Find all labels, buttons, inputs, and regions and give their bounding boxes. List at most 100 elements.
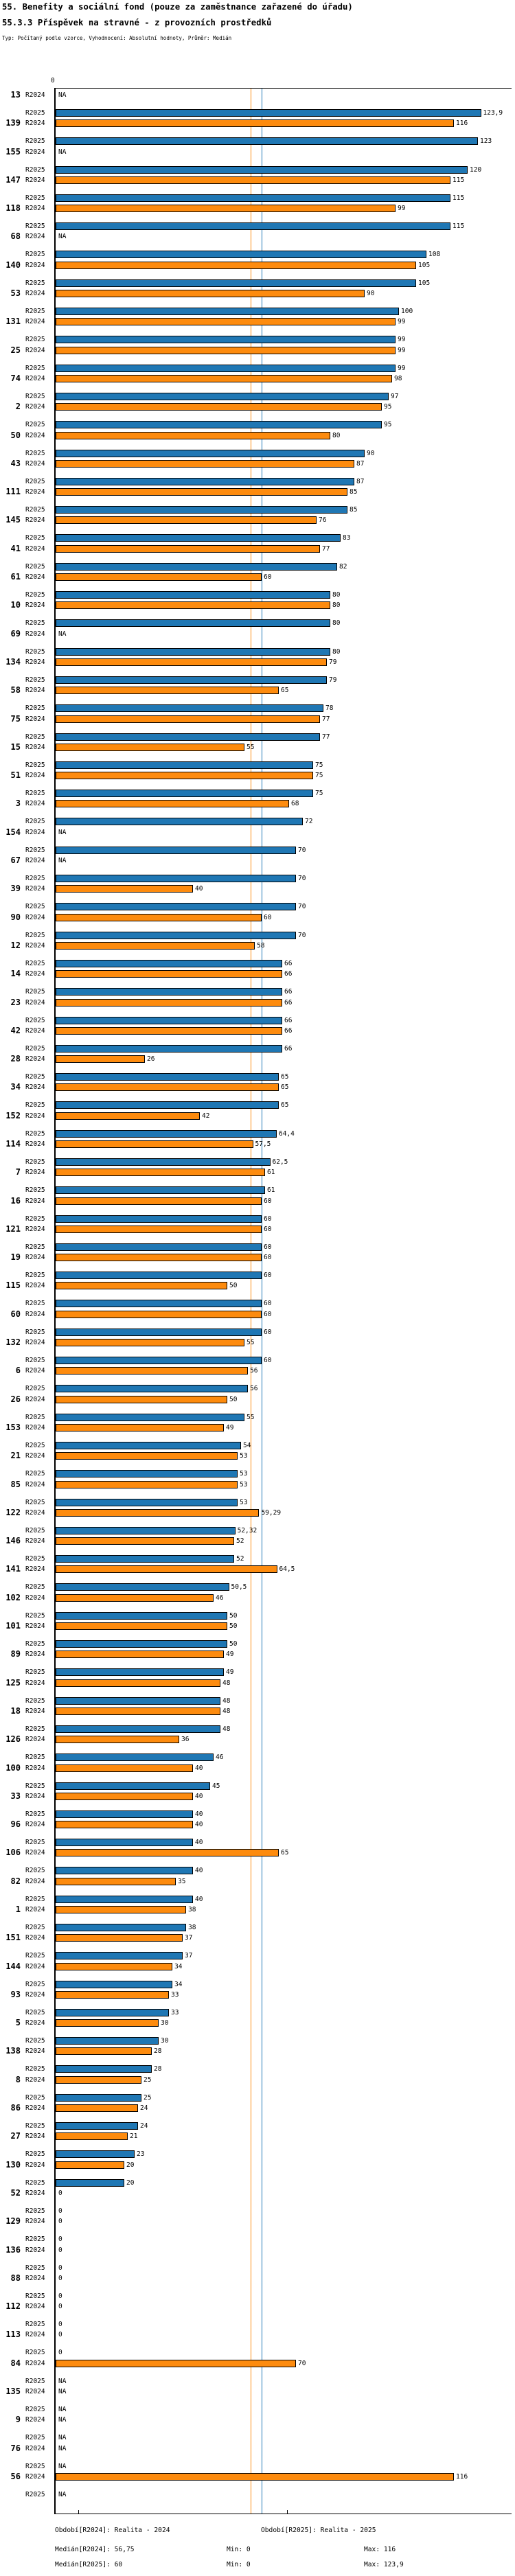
bar-row-r2024: 147 R2024 115 [0,175,515,185]
bar-value-label: 70 [298,2359,306,2367]
bar-group: 61 R2024 60 R2025 80 [0,573,515,599]
bottom-axis-tick [78,2510,79,2514]
bar-groups-container: 13 R2024 NA R2025 123,9 139 R2024 116 R2025 123 15… [0,91,515,2500]
office-id-label: 112 [5,2301,21,2312]
bar-group: 85 R2024 53 R2025 53 [0,1480,515,1506]
bar-row-r2024: 89 R2024 49 [0,1650,515,1659]
bar-value-label: 49 [226,1423,234,1431]
plot-area: 70 [56,874,515,883]
series-label-r2024: R2024 [25,176,45,184]
bar-row-r2025: R2025 80 [0,647,515,656]
series-label-r2025: R2025 [25,704,45,713]
plot-area: 72 [56,817,515,826]
bar-row-r2024: 111 R2024 85 [0,487,515,496]
bar-value-label: 36 [181,1736,190,1744]
plot-area: 95 [56,402,515,411]
office-id-label: 155 [5,146,21,157]
bar-r2025 [56,2065,152,2073]
bar-group: 147 R2024 115 R2025 115 [0,175,515,202]
office-id-label: 82 [10,1876,21,1886]
bar-row-r2024: 140 R2024 105 [0,260,515,270]
bar-r2025 [56,308,399,316]
office-id-label: 6 [15,1366,21,1376]
bar-row-r2025: R2025 105 [0,279,515,288]
bar-value-label: 60 [264,1357,272,1365]
bar-r2024 [56,2019,159,2027]
zero-value-label: 0 [58,2264,62,2272]
plot-area: 99 [56,204,515,213]
plot-area: 40 [56,1820,515,1829]
bar-row-r2025: R2025 95 [0,420,515,429]
series-label-r2024: R2024 [25,800,45,808]
bar-r2024 [56,885,193,893]
bar-row-r2025: R2025 37 [0,1951,515,1960]
bar-group: 136 R2024 0 R2025 0 [0,2245,515,2272]
y-axis-line [54,88,56,2514]
bar-r2025 [56,1328,262,1336]
series-label-r2024: R2024 [25,318,45,326]
office-id-label: 102 [5,1592,21,1602]
office-id-label: 27 [10,2131,21,2141]
plot-area: 49 [56,1423,515,1432]
bar-value-label: 40 [195,1764,203,1772]
plot-area: 0 [56,2264,515,2273]
bar-row-r2025: R2025 61 [0,1186,515,1195]
series-label-r2024: R2024 [25,1282,45,1290]
plot-area: 0 [56,2189,515,2198]
plot-area: 62,5 [56,1158,515,1166]
series-label-r2025: R2025 [25,308,45,316]
bar-r2025 [56,506,347,514]
plot-area: 30 [56,2019,515,2027]
plot-area: 60 [56,1328,515,1337]
bar-r2025 [56,1044,282,1053]
bar-group: 43 R2024 87 R2025 87 [0,459,515,485]
bar-value-label: 70 [298,846,306,854]
bar-row-r2025: R2025 34 [0,1980,515,1989]
bar-value-label: 66 [284,988,293,996]
series-label-r2024: R2024 [25,2303,45,2311]
bar-group: 115 R2024 50 R2025 60 [0,1281,515,1308]
plot-area: 65 [56,686,515,695]
series-label-r2024: R2024 [25,1452,45,1460]
bar-r2025 [56,392,389,400]
series-label-r2024: R2024 [25,1736,45,1744]
bar-value-label: 66 [284,998,293,1007]
series-label-r2024: R2024 [25,970,45,978]
bar-row-r2024: 135 R2024 NA [0,2387,515,2396]
office-id-label: 151 [5,1933,21,1943]
office-id-label: 1 [15,1905,21,1914]
bar-row-r2025: R2025 66 [0,959,515,968]
office-id-label: 9 [15,2415,21,2425]
plot-area: 38 [56,1905,515,1914]
bar-value-label: 80 [332,431,341,439]
bar-value-label: 24 [140,2122,148,2130]
plot-area: 120 [56,165,515,174]
series-label-r2024: R2024 [25,2416,45,2424]
office-id-label: 7 [15,1167,21,1177]
bar-value-label: 55 [247,1413,255,1421]
office-id-label: 132 [5,1337,21,1348]
plot-area: 52,32 [56,1526,515,1535]
bar-r2024 [56,1962,172,1970]
bar-row-r2024: 2 R2024 95 [0,402,515,411]
bar-value-label: 79 [329,676,337,684]
bar-value-label: 116 [456,119,468,128]
x-axis-zero-tick-label: 0 [51,77,55,84]
bar-group: 86 R2024 24 R2025 24 [0,2104,515,2130]
bar-group: 132 R2024 55 R2025 60 [0,1337,515,1365]
bar-group: 1 R2024 38 R2025 38 [0,1905,515,1931]
plot-area: NA [56,148,515,157]
bar-value-label: 76 [319,516,327,525]
bar-r2025 [56,1555,234,1563]
bar-r2024 [56,318,396,326]
series-label-r2024: R2024 [25,998,45,1007]
bar-r2024 [56,346,396,354]
bar-group: 28 R2024 26 R2025 65 [0,1055,515,1081]
bar-r2024 [56,941,255,950]
office-id-label: 139 [5,118,21,128]
bar-group: 26 R2024 50 R2025 55 [0,1394,515,1421]
series-label-r2025: R2025 [25,1158,45,1166]
bar-value-label: 75 [315,761,323,769]
bar-value-label: 98 [394,374,402,382]
series-label-r2024: R2024 [25,2331,45,2339]
